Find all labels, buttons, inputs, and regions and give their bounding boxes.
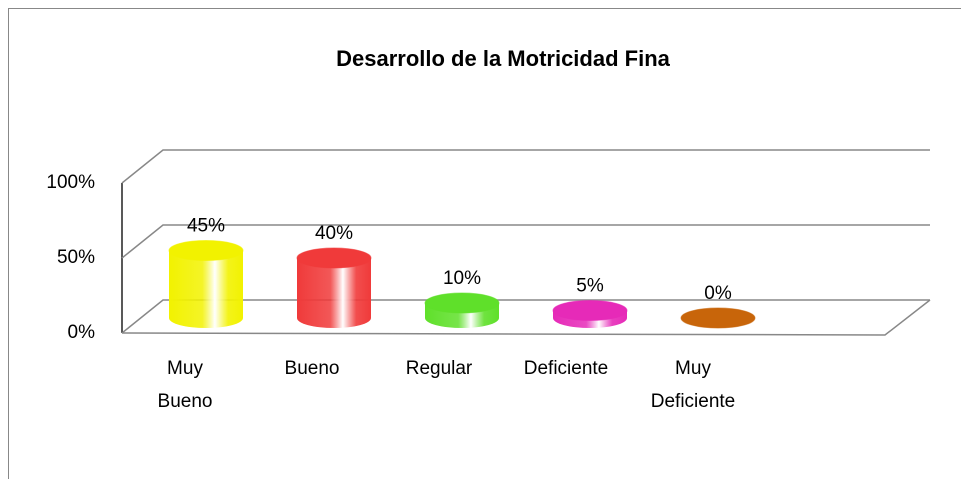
bar: [297, 258, 371, 328]
bar-top: [680, 307, 756, 329]
bar-top: [552, 300, 628, 321]
grid-line: [121, 149, 930, 184]
x-tick-label: Muy Deficiente: [650, 358, 736, 412]
bar-top: [424, 292, 500, 314]
grid-line: [121, 299, 930, 334]
x-tick-label: Bueno: [284, 358, 340, 379]
value-label: 0%: [704, 283, 732, 304]
chart-border: [8, 8, 961, 479]
value-label: 40%: [315, 223, 353, 244]
bar-top: [296, 247, 372, 269]
bar-top: [168, 240, 244, 261]
y-tick-label: 0%: [68, 322, 96, 343]
chart-title: Desarrollo de la Motricidad Fina: [336, 46, 671, 71]
bar: [169, 250, 243, 328]
value-label: 10%: [443, 268, 481, 289]
value-label: 45%: [187, 216, 225, 237]
grid-line: [121, 224, 930, 259]
floor-edge: [121, 299, 931, 336]
x-tick-label: Muy Bueno: [157, 358, 213, 412]
y-tick-label: 50%: [57, 247, 95, 268]
x-tick-label: Deficiente: [523, 358, 609, 379]
x-tick-label: Regular: [405, 358, 473, 379]
y-tick-label: 100%: [46, 172, 95, 193]
value-label: 5%: [576, 276, 604, 297]
